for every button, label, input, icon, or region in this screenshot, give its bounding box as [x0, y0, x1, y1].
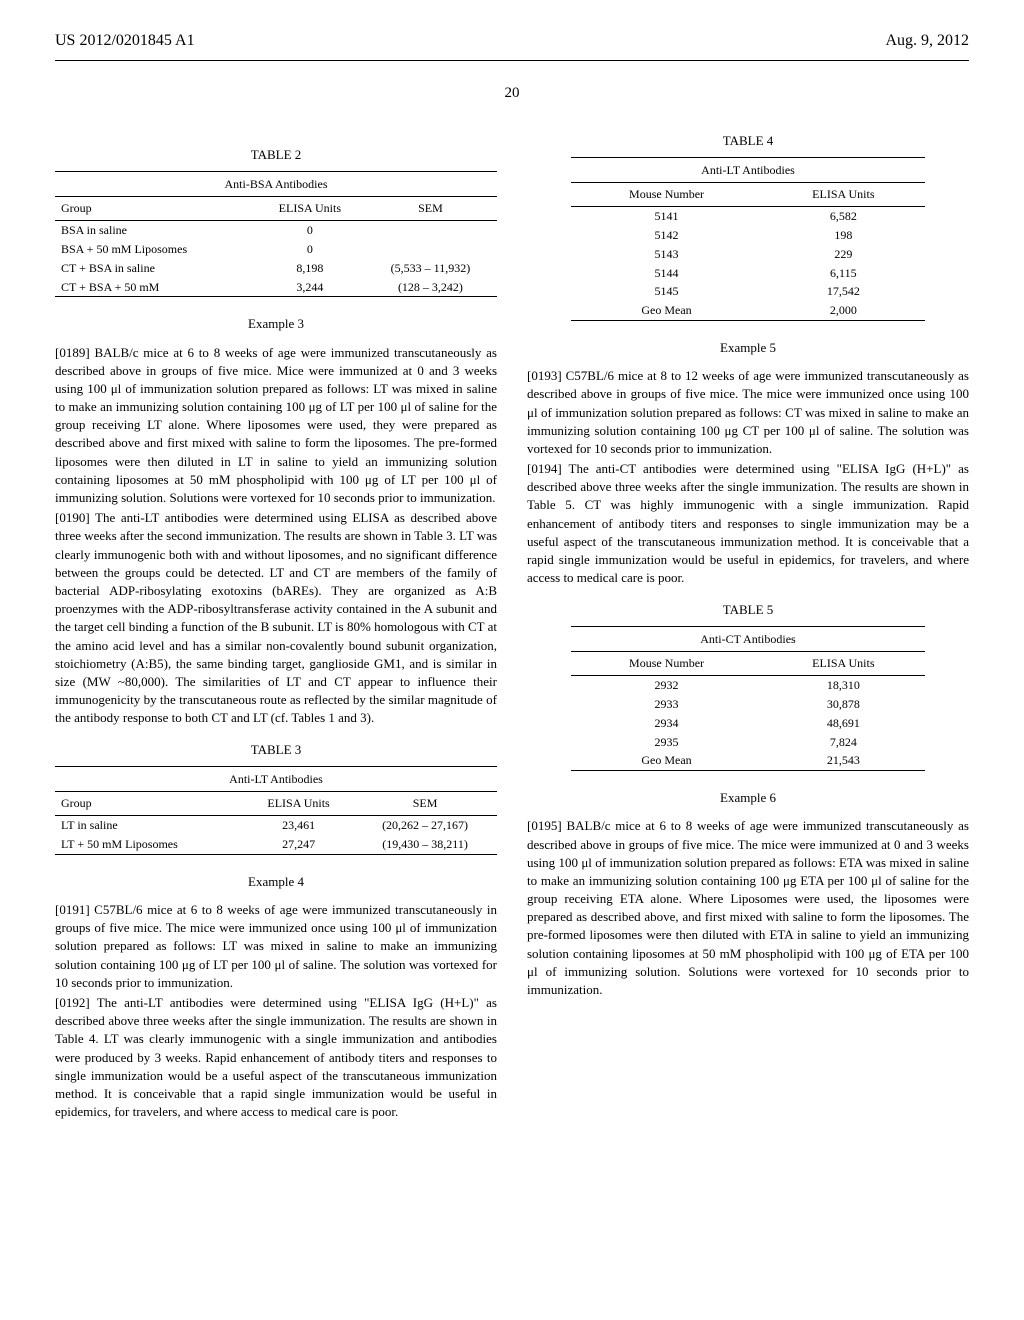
table-5-col-1: ELISA Units: [762, 652, 925, 676]
example-5-heading: Example 5: [527, 339, 969, 357]
table-row: 293330,878: [571, 695, 925, 714]
publication-number: US 2012/0201845 A1: [55, 30, 195, 52]
paragraph-0191: [0191] C57BL/6 mice at 6 to 8 weeks of a…: [55, 901, 497, 992]
table-5-title: Anti-CT Antibodies: [571, 626, 925, 652]
table-3-grid: Anti-LT Antibodies Group ELISA Units SEM…: [55, 766, 497, 855]
table-2-grid: Anti-BSA Antibodies Group ELISA Units SE…: [55, 171, 497, 298]
paragraph-0193: [0193] C57BL/6 mice at 8 to 12 weeks of …: [527, 367, 969, 458]
table-row: Geo Mean21,543: [571, 751, 925, 770]
paragraph-0190: [0190] The anti-LT antibodies were deter…: [55, 509, 497, 727]
table-4-title: Anti-LT Antibodies: [571, 157, 925, 183]
table-2-col-1: ELISA Units: [256, 197, 364, 221]
table-row: 5142198: [571, 226, 925, 245]
table-row: Geo Mean2,000: [571, 301, 925, 320]
page-header: US 2012/0201845 A1 Aug. 9, 2012: [55, 30, 969, 52]
table-2-label: TABLE 2: [55, 146, 497, 164]
table-3-title: Anti-LT Antibodies: [55, 766, 497, 792]
table-row: CT + BSA + 50 mM3,244(128 – 3,242): [55, 278, 497, 297]
publication-date: Aug. 9, 2012: [885, 30, 969, 52]
table-row: CT + BSA in saline8,198(5,533 – 11,932): [55, 259, 497, 278]
two-column-body: TABLE 2 Anti-BSA Antibodies Group ELISA …: [55, 132, 969, 1272]
table-3-col-2: SEM: [353, 792, 497, 816]
paragraph-0189: [0189] BALB/c mice at 6 to 8 weeks of ag…: [55, 344, 497, 508]
table-row: 29357,824: [571, 733, 925, 752]
table-3-col-1: ELISA Units: [244, 792, 353, 816]
table-row: LT + 50 mM Liposomes27,247(19,430 – 38,2…: [55, 835, 497, 854]
table-3-col-0: Group: [55, 792, 244, 816]
table-5-grid: Anti-CT Antibodies Mouse Number ELISA Un…: [571, 626, 925, 772]
page-number: 20: [55, 83, 969, 104]
table-2-col-2: SEM: [364, 197, 497, 221]
table-2-col-0: Group: [55, 197, 256, 221]
paragraph-0194: [0194] The anti-CT antibodies were deter…: [527, 460, 969, 587]
table-3-label: TABLE 3: [55, 741, 497, 759]
table-row: 51446,115: [571, 264, 925, 283]
table-3: TABLE 3 Anti-LT Antibodies Group ELISA U…: [55, 741, 497, 854]
example-3-heading: Example 3: [55, 315, 497, 333]
table-row: 514517,542: [571, 282, 925, 301]
table-5-label: TABLE 5: [527, 601, 969, 619]
table-4-grid: Anti-LT Antibodies Mouse Number ELISA Un…: [571, 157, 925, 321]
table-2: TABLE 2 Anti-BSA Antibodies Group ELISA …: [55, 146, 497, 297]
paragraph-0192: [0192] The anti-LT antibodies were deter…: [55, 994, 497, 1121]
table-row: LT in saline23,461(20,262 – 27,167): [55, 816, 497, 835]
table-row: BSA + 50 mM Liposomes0: [55, 240, 497, 259]
table-4-label: TABLE 4: [527, 132, 969, 150]
table-5: TABLE 5 Anti-CT Antibodies Mouse Number …: [527, 601, 969, 771]
table-5-col-0: Mouse Number: [571, 652, 762, 676]
table-row: 293448,691: [571, 714, 925, 733]
table-row: 51416,582: [571, 207, 925, 226]
table-row: 5143229: [571, 245, 925, 264]
example-6-heading: Example 6: [527, 789, 969, 807]
table-row: BSA in saline0: [55, 221, 497, 240]
table-4: TABLE 4 Anti-LT Antibodies Mouse Number …: [527, 132, 969, 321]
table-4-col-0: Mouse Number: [571, 183, 762, 207]
paragraph-0195: [0195] BALB/c mice at 6 to 8 weeks of ag…: [527, 817, 969, 999]
table-4-col-1: ELISA Units: [762, 183, 925, 207]
header-rule: [55, 60, 969, 61]
table-2-title: Anti-BSA Antibodies: [55, 171, 497, 197]
example-4-heading: Example 4: [55, 873, 497, 891]
table-row: 293218,310: [571, 676, 925, 695]
